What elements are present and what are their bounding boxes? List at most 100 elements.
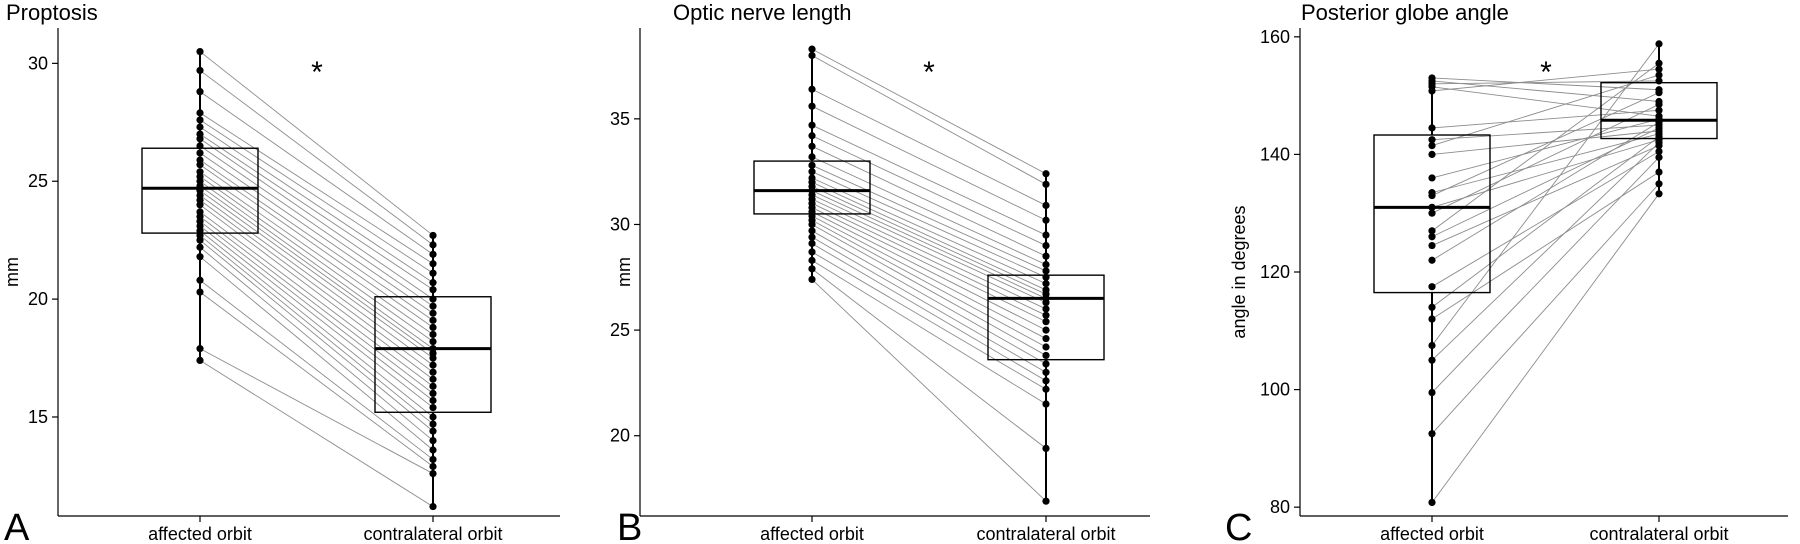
- x-tick-label: contralateral orbit: [363, 524, 502, 544]
- pair-line: [1431, 183, 1660, 434]
- data-point: [429, 309, 437, 317]
- data-point: [1042, 311, 1050, 319]
- data-point: [429, 337, 437, 346]
- pair-line: [811, 124, 1047, 236]
- data-point: [1428, 341, 1436, 350]
- data-point: [1428, 233, 1436, 241]
- pair-line: [199, 126, 434, 283]
- pair-line: [199, 216, 434, 394]
- data-point: [1042, 334, 1050, 343]
- pair-line: [811, 279, 1047, 502]
- pair-line: [811, 259, 1047, 405]
- data-point: [1655, 168, 1663, 176]
- data-point: [1042, 351, 1050, 360]
- data-point: [196, 236, 204, 244]
- data-point: [1042, 400, 1050, 408]
- data-point: [429, 279, 437, 287]
- data-point: [1428, 303, 1436, 311]
- data-point: [1655, 190, 1663, 198]
- pair-line: [1431, 121, 1660, 261]
- pair-line: [199, 176, 434, 342]
- pair-line: [811, 211, 1047, 331]
- data-point: [808, 153, 816, 161]
- data-point: [1042, 180, 1050, 188]
- data-point: [1042, 444, 1050, 452]
- data-point: [808, 45, 816, 53]
- x-tick-label: contralateral orbit: [976, 524, 1115, 544]
- panel-c: Posterior globe angle C 80 100 120 140 160 angl…: [1225, 0, 1788, 544]
- data-point: [1428, 174, 1436, 182]
- data-point: [1042, 267, 1050, 275]
- x-tick-label: contralateral orbit: [1589, 524, 1728, 544]
- y-axis-label: mm: [614, 257, 634, 287]
- significance-marker: *: [1540, 56, 1552, 89]
- significance-marker: *: [923, 56, 935, 89]
- pair-line: [1431, 86, 1660, 117]
- pair-line: [199, 185, 434, 354]
- panel-b: Optic nerve length B 20 25 30 35 mm affected or…: [610, 0, 1150, 544]
- pair-line: [811, 105, 1047, 221]
- pair-line: [1431, 74, 1660, 147]
- pair-line: [1431, 92, 1660, 196]
- pair-line: [199, 291, 434, 467]
- pair-line: [811, 177, 1047, 285]
- pair-line: [811, 194, 1047, 304]
- data-point: [429, 323, 437, 332]
- panel-letter: C: [1225, 507, 1252, 544]
- panel-letter: B: [617, 507, 642, 544]
- pair-line: [1431, 43, 1660, 346]
- y-tick-label: 15: [28, 407, 48, 427]
- pair-line: [1431, 68, 1660, 92]
- data-point: [808, 248, 816, 256]
- data-point: [196, 47, 204, 56]
- data-point: [429, 462, 437, 471]
- data-point: [1428, 136, 1436, 144]
- data-point: [1655, 118, 1663, 126]
- panel-a: Proptosis A 15 20 25 30 mm affected orbit contra…: [2, 0, 560, 544]
- data-point: [429, 455, 437, 464]
- pair-line: [811, 190, 1047, 299]
- data-point: [1428, 498, 1436, 507]
- pair-line: [811, 207, 1047, 323]
- data-point: [196, 356, 204, 365]
- data-point: [429, 389, 437, 398]
- data-point: [429, 427, 437, 435]
- data-point: [1042, 299, 1050, 307]
- pair-line: [811, 224, 1047, 356]
- data-point: [429, 469, 437, 478]
- y-tick-label: 140: [1260, 144, 1290, 164]
- box: [1373, 134, 1491, 294]
- pair-line: [1431, 118, 1660, 179]
- pair-line: [199, 204, 434, 380]
- data-point: [429, 330, 437, 339]
- pair-line: [1431, 133, 1660, 194]
- pair-line: [1431, 77, 1660, 91]
- y-tick-label: 120: [1260, 262, 1290, 282]
- x-tick-label: affected orbit: [760, 524, 864, 544]
- pair-line: [1431, 124, 1660, 141]
- pair-line: [199, 70, 434, 246]
- data-point: [429, 436, 437, 445]
- data-point: [1428, 315, 1436, 323]
- y-tick-label: 100: [1260, 380, 1290, 400]
- data-point: [1428, 430, 1436, 438]
- data-point: [1042, 216, 1050, 224]
- pair-line: [199, 171, 434, 335]
- pair-line: [811, 55, 1047, 185]
- data-point: [429, 420, 437, 428]
- data-point: [808, 102, 816, 110]
- pair-line: [811, 198, 1047, 310]
- data-point: [196, 161, 204, 169]
- data-point: [429, 354, 437, 362]
- pair-line: [199, 91, 434, 255]
- pair-line: [199, 220, 434, 401]
- data-point: [196, 142, 204, 150]
- data-point: [1428, 191, 1436, 200]
- data-point: [196, 66, 204, 75]
- data-point: [1042, 385, 1050, 393]
- data-point: [1428, 227, 1436, 235]
- data-point: [808, 233, 816, 241]
- data-point: [429, 502, 437, 511]
- y-tick-label: 25: [610, 320, 630, 340]
- data-point: [1655, 139, 1663, 147]
